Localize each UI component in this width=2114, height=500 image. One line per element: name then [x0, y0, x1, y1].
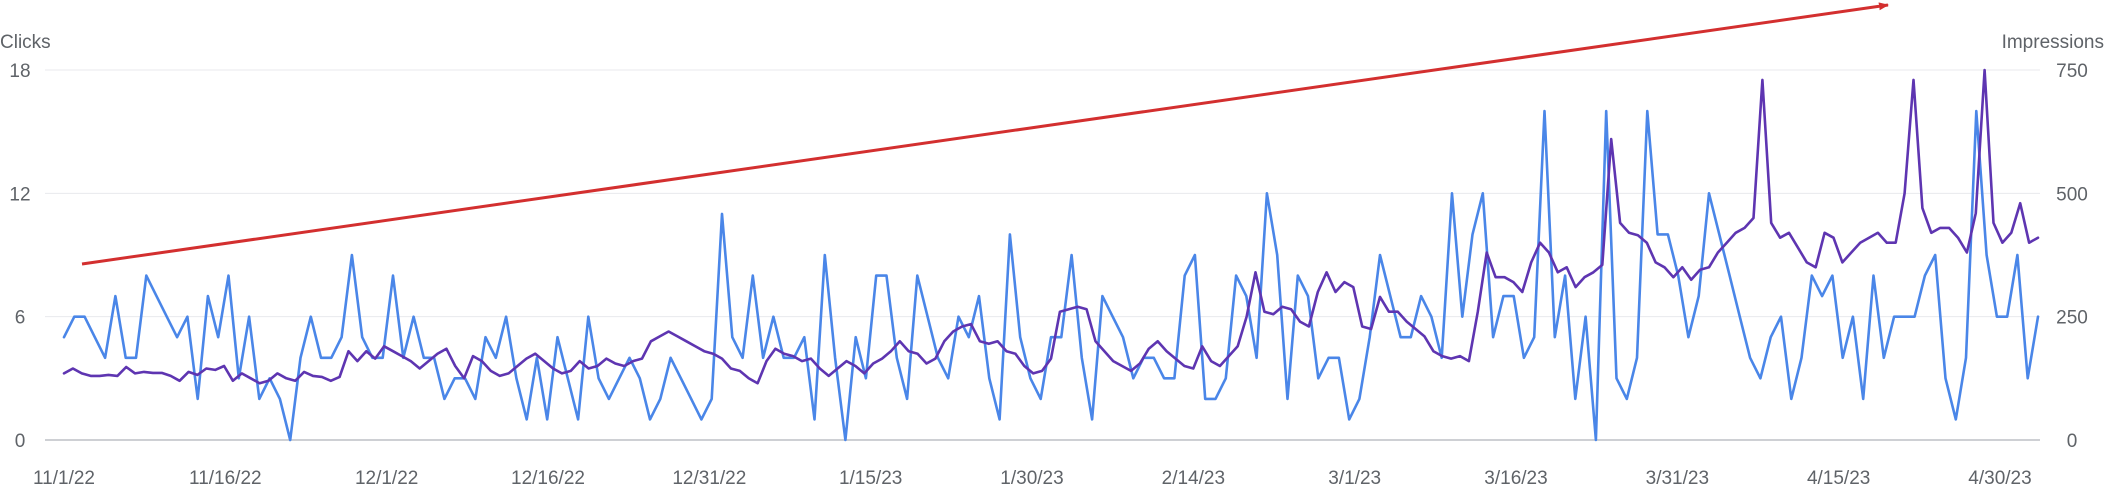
right-axis-tick-label: 250	[2056, 308, 2088, 329]
right-axis-title: Impressions	[2002, 32, 2104, 53]
x-axis-tick-label: 12/31/22	[672, 468, 746, 489]
series-lines	[62, 68, 2040, 442]
x-axis-tick-label: 12/1/22	[355, 468, 418, 489]
right-axis-tick-label: 750	[2056, 61, 2088, 82]
x-axis-tick-label: 4/30/23	[1968, 468, 2031, 489]
left-axis-tick-label: 0	[15, 431, 26, 452]
x-axis-tick-label: 11/1/22	[33, 468, 95, 489]
left-axis-title: Clicks	[0, 32, 51, 53]
x-axis-tick-label: 3/16/23	[1484, 468, 1547, 489]
right-axis-tick-label: 500	[2056, 184, 2088, 205]
left-axis-ticks: 18 12 6 0	[9, 61, 30, 452]
impressions-series-line	[62, 68, 2040, 385]
x-axis-tick-label: 2/14/23	[1162, 468, 1225, 489]
gridlines	[45, 69, 2040, 441]
right-axis-tick-label: 0	[2067, 431, 2078, 452]
x-axis-tick-label: 11/16/22	[189, 468, 262, 489]
x-axis-tick-label: 12/16/22	[511, 468, 585, 489]
right-axis-ticks: 750 500 250 0	[2056, 61, 2088, 452]
trend-arrow	[81, 2, 1889, 266]
left-axis-tick-label: 12	[9, 184, 30, 205]
x-axis-ticks: 11/1/22 11/16/22 12/1/22 12/16/22 12/31/22 1/…	[33, 468, 2032, 489]
clicks-series-line	[62, 109, 2040, 442]
x-axis-tick-label: 1/15/23	[839, 468, 902, 489]
left-axis-tick-label: 6	[15, 308, 26, 329]
x-axis-tick-label: 1/30/23	[1000, 468, 1063, 489]
left-axis-tick-label: 18	[9, 61, 30, 82]
x-axis-tick-label: 3/31/23	[1646, 468, 1709, 489]
x-axis-tick-label: 3/1/23	[1328, 468, 1381, 489]
x-axis-tick-label: 4/15/23	[1807, 468, 1870, 489]
